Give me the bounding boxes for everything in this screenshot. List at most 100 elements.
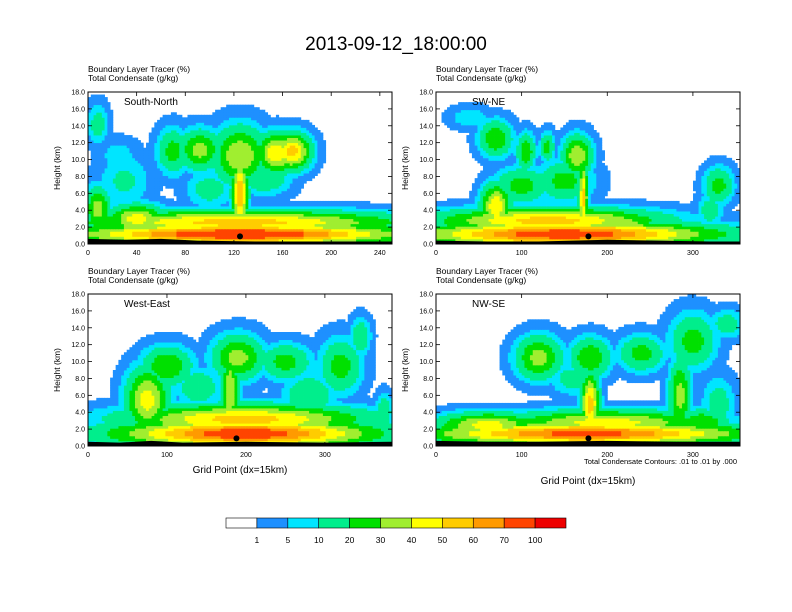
field-cell: [309, 238, 313, 242]
field-cell: [165, 150, 169, 154]
field-cell: [198, 200, 202, 204]
field-cell: [179, 213, 183, 217]
field-cell: [104, 170, 108, 174]
field-cell: [159, 150, 164, 154]
field-cell: [281, 175, 285, 179]
field-cell: [298, 180, 302, 184]
field-cell: [154, 155, 158, 159]
field-cell: [262, 135, 266, 138]
field-cell: [300, 168, 304, 171]
field-cell: [148, 208, 152, 212]
field-cell: [320, 228, 324, 232]
field-cell: [538, 238, 542, 242]
field-cell: [231, 188, 235, 192]
field-cell: [284, 168, 288, 171]
field-cell: [220, 178, 224, 182]
field-cell: [226, 107, 230, 111]
field-cell: [339, 238, 343, 242]
field-cell: [123, 213, 128, 217]
field-cell: [281, 211, 285, 214]
field-cell: [303, 213, 307, 217]
field-cell: [151, 145, 155, 149]
field-cell: [256, 226, 260, 230]
field-cell: [129, 213, 133, 217]
field-cell: [148, 231, 152, 235]
field-cell: [284, 236, 288, 240]
field-cell: [170, 231, 175, 235]
field-cell: [193, 188, 197, 192]
field-cell: [217, 236, 222, 240]
field-cell: [93, 119, 97, 123]
field-cell: [322, 238, 327, 242]
field-cell: [159, 142, 164, 146]
field-cell: [298, 228, 302, 232]
field-cell: [298, 162, 302, 166]
field-cell: [190, 183, 194, 187]
field-cell: [543, 238, 547, 242]
field-cell: [112, 135, 117, 138]
field-cell: [303, 140, 307, 144]
field-cell: [112, 193, 117, 197]
field-cell: [154, 165, 158, 169]
field-cell: [179, 152, 183, 156]
field-cell: [99, 216, 103, 220]
field-cell: [372, 233, 376, 237]
field-cell: [345, 206, 349, 209]
field-cell: [270, 198, 274, 202]
field-cell: [286, 200, 291, 204]
field-cell: [389, 226, 392, 230]
field-cell: [331, 238, 335, 242]
field-cell: [101, 114, 105, 118]
field-cell: [187, 137, 191, 141]
field-cell: [278, 140, 282, 144]
field-cell: [162, 117, 166, 121]
field-cell: [173, 188, 177, 192]
field-cell: [251, 221, 255, 225]
field-cell: [223, 183, 227, 187]
field-cell: [217, 216, 222, 220]
field-cell: [151, 193, 155, 197]
field-cell: [226, 223, 230, 227]
field-cell: [317, 152, 321, 156]
field-cell: [325, 216, 329, 220]
field-cell: [331, 216, 335, 220]
field-cell: [322, 206, 327, 209]
field-cell: [303, 122, 307, 126]
field-cell: [364, 221, 368, 225]
field-cell: [173, 150, 177, 154]
field-cell: [162, 213, 166, 217]
field-cell: [118, 195, 122, 199]
field-cell: [648, 238, 652, 242]
field-cell: [201, 132, 205, 136]
field-cell: [132, 168, 136, 171]
field-cell: [251, 211, 255, 214]
field-cell: [300, 155, 304, 159]
field-cell: [278, 223, 282, 227]
field-cell: [110, 160, 114, 164]
field-cell: [295, 175, 299, 179]
field-cell: [518, 236, 523, 240]
field-cell: [93, 183, 97, 187]
field-cell: [320, 142, 324, 146]
field-cell: [253, 119, 257, 123]
field-cell: [132, 193, 136, 197]
field-cell: [665, 238, 669, 242]
field-cell: [143, 173, 147, 176]
field-cell: [289, 236, 293, 240]
field-cell: [121, 145, 125, 149]
field-cell: [298, 175, 302, 179]
field-cell: [256, 208, 260, 212]
field-cell: [245, 104, 249, 108]
field-cell: [99, 140, 103, 144]
field-cell: [118, 203, 122, 207]
field-cell: [110, 132, 114, 136]
field-cell: [535, 236, 539, 240]
field-cell: [123, 193, 128, 197]
field-cell: [198, 223, 202, 227]
field-cell: [264, 228, 269, 232]
field-cell: [151, 178, 155, 182]
field-cell: [386, 213, 390, 217]
field-cell: [101, 112, 105, 116]
field-cell: [181, 198, 186, 202]
field-cell: [198, 157, 202, 161]
